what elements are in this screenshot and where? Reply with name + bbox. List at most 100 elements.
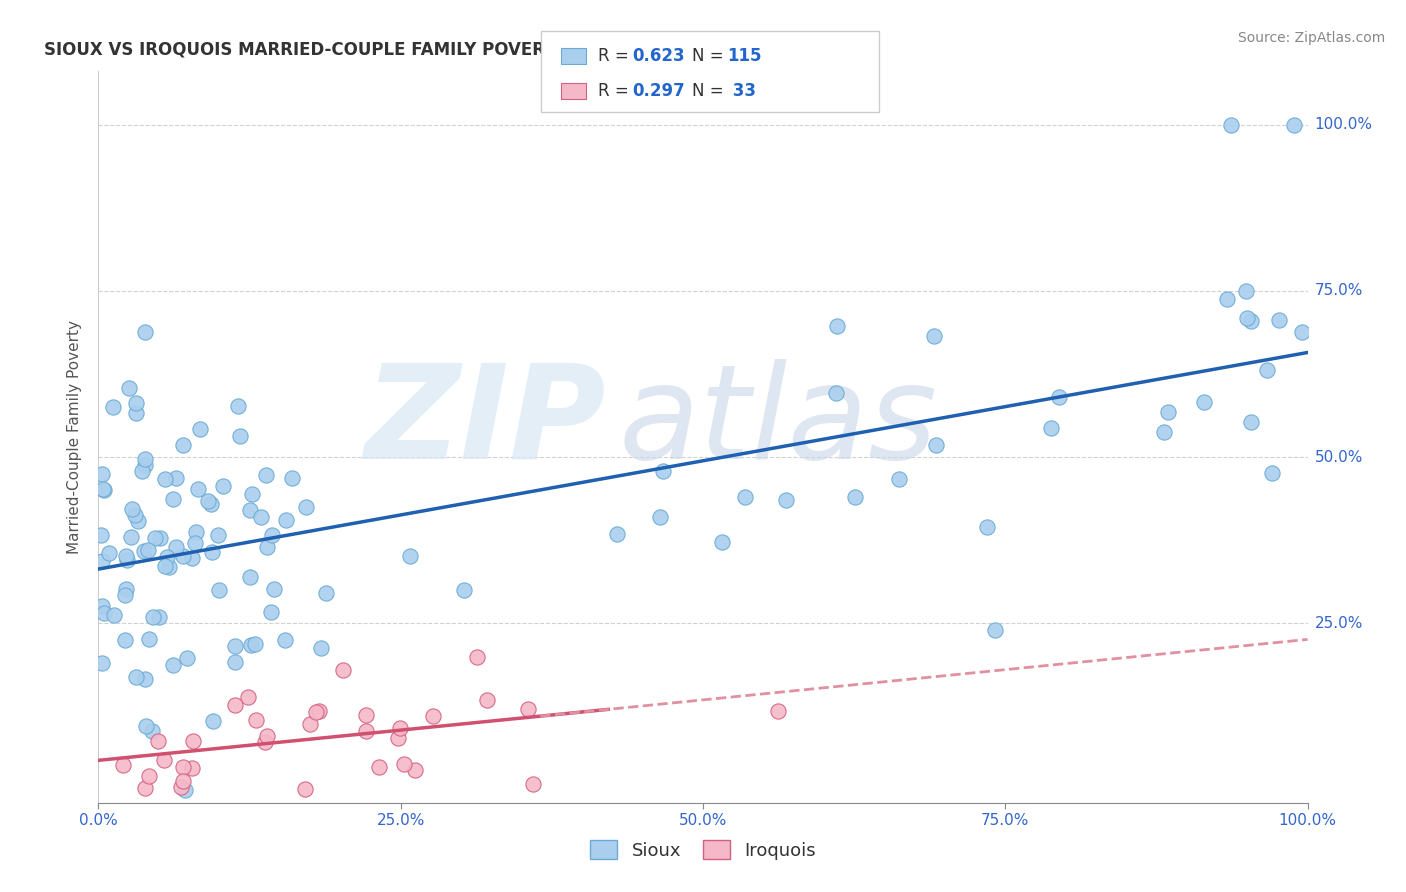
- Point: [211, 479, 233, 493]
- Point: [165, 471, 187, 485]
- Point: [201, 544, 224, 558]
- Point: [229, 428, 252, 442]
- Point: [90, 527, 112, 541]
- Point: [148, 610, 170, 624]
- Text: N =: N =: [692, 47, 728, 65]
- Point: [1047, 390, 1070, 404]
- Point: [305, 706, 328, 720]
- Point: [388, 721, 411, 735]
- Point: [262, 528, 284, 542]
- Point: [650, 509, 672, 524]
- Point: [224, 639, 246, 653]
- Point: [90, 554, 112, 568]
- Text: 25.0%: 25.0%: [1315, 615, 1362, 631]
- Point: [90, 599, 112, 613]
- Point: [124, 508, 146, 522]
- Point: [136, 542, 159, 557]
- Point: [274, 513, 297, 527]
- Point: [132, 543, 155, 558]
- Point: [1194, 394, 1216, 409]
- Point: [172, 774, 194, 789]
- Point: [477, 692, 499, 706]
- Point: [1240, 314, 1263, 328]
- Point: [187, 482, 209, 496]
- Point: [1040, 420, 1063, 434]
- Point: [127, 514, 149, 528]
- Point: [256, 729, 278, 743]
- Point: [1260, 466, 1282, 480]
- Point: [299, 716, 322, 731]
- Text: 0.623: 0.623: [633, 47, 685, 65]
- Point: [315, 586, 337, 600]
- Point: [354, 724, 377, 739]
- Point: [103, 607, 125, 622]
- Point: [332, 663, 354, 677]
- Point: [253, 735, 276, 749]
- Point: [176, 650, 198, 665]
- Point: [294, 781, 316, 796]
- Text: R =: R =: [598, 82, 634, 100]
- Point: [134, 325, 156, 339]
- Text: ZIP: ZIP: [364, 359, 606, 486]
- Point: [97, 546, 120, 560]
- Point: [984, 623, 1007, 637]
- Point: [824, 385, 846, 400]
- Text: SIOUX VS IROQUOIS MARRIED-COUPLE FAMILY POVERTY CORRELATION CHART: SIOUX VS IROQUOIS MARRIED-COUPLE FAMILY …: [44, 41, 773, 59]
- Point: [260, 605, 283, 619]
- Point: [239, 639, 262, 653]
- Point: [263, 582, 285, 596]
- Point: [224, 698, 246, 713]
- Point: [274, 632, 297, 647]
- Point: [453, 583, 475, 598]
- Point: [143, 531, 166, 545]
- Point: [157, 560, 180, 574]
- Point: [922, 328, 945, 343]
- Point: [180, 550, 202, 565]
- Point: [155, 472, 177, 486]
- Point: [90, 656, 112, 670]
- Point: [125, 406, 148, 420]
- Point: [256, 540, 278, 554]
- Point: [115, 549, 138, 563]
- Point: [202, 714, 225, 729]
- Point: [121, 501, 143, 516]
- Point: [148, 531, 170, 545]
- Point: [354, 708, 377, 723]
- Point: [186, 524, 208, 539]
- Point: [239, 503, 262, 517]
- Point: [243, 637, 266, 651]
- Point: [208, 582, 231, 597]
- Point: [1216, 292, 1239, 306]
- Text: Source: ZipAtlas.com: Source: ZipAtlas.com: [1237, 31, 1385, 45]
- Point: [405, 763, 427, 777]
- Point: [174, 782, 197, 797]
- Point: [250, 510, 273, 524]
- Point: [308, 704, 330, 718]
- Point: [422, 709, 444, 723]
- Point: [172, 549, 194, 563]
- Point: [207, 528, 229, 542]
- Point: [142, 609, 165, 624]
- Point: [889, 472, 911, 486]
- Point: [156, 549, 179, 564]
- Point: [170, 780, 193, 795]
- Point: [181, 761, 204, 775]
- Point: [135, 718, 157, 732]
- Point: [1220, 118, 1243, 132]
- Point: [162, 491, 184, 506]
- Point: [1282, 118, 1305, 132]
- Point: [141, 723, 163, 738]
- Point: [976, 519, 998, 533]
- Text: 75.0%: 75.0%: [1315, 284, 1362, 298]
- Point: [844, 490, 866, 504]
- Point: [138, 769, 160, 783]
- Text: atlas: atlas: [619, 359, 938, 486]
- Point: [1256, 363, 1278, 377]
- Point: [197, 493, 219, 508]
- Point: [775, 493, 797, 508]
- Point: [134, 673, 156, 687]
- Point: [1153, 425, 1175, 440]
- Text: R =: R =: [598, 47, 634, 65]
- Point: [91, 467, 114, 482]
- Point: [1291, 325, 1313, 339]
